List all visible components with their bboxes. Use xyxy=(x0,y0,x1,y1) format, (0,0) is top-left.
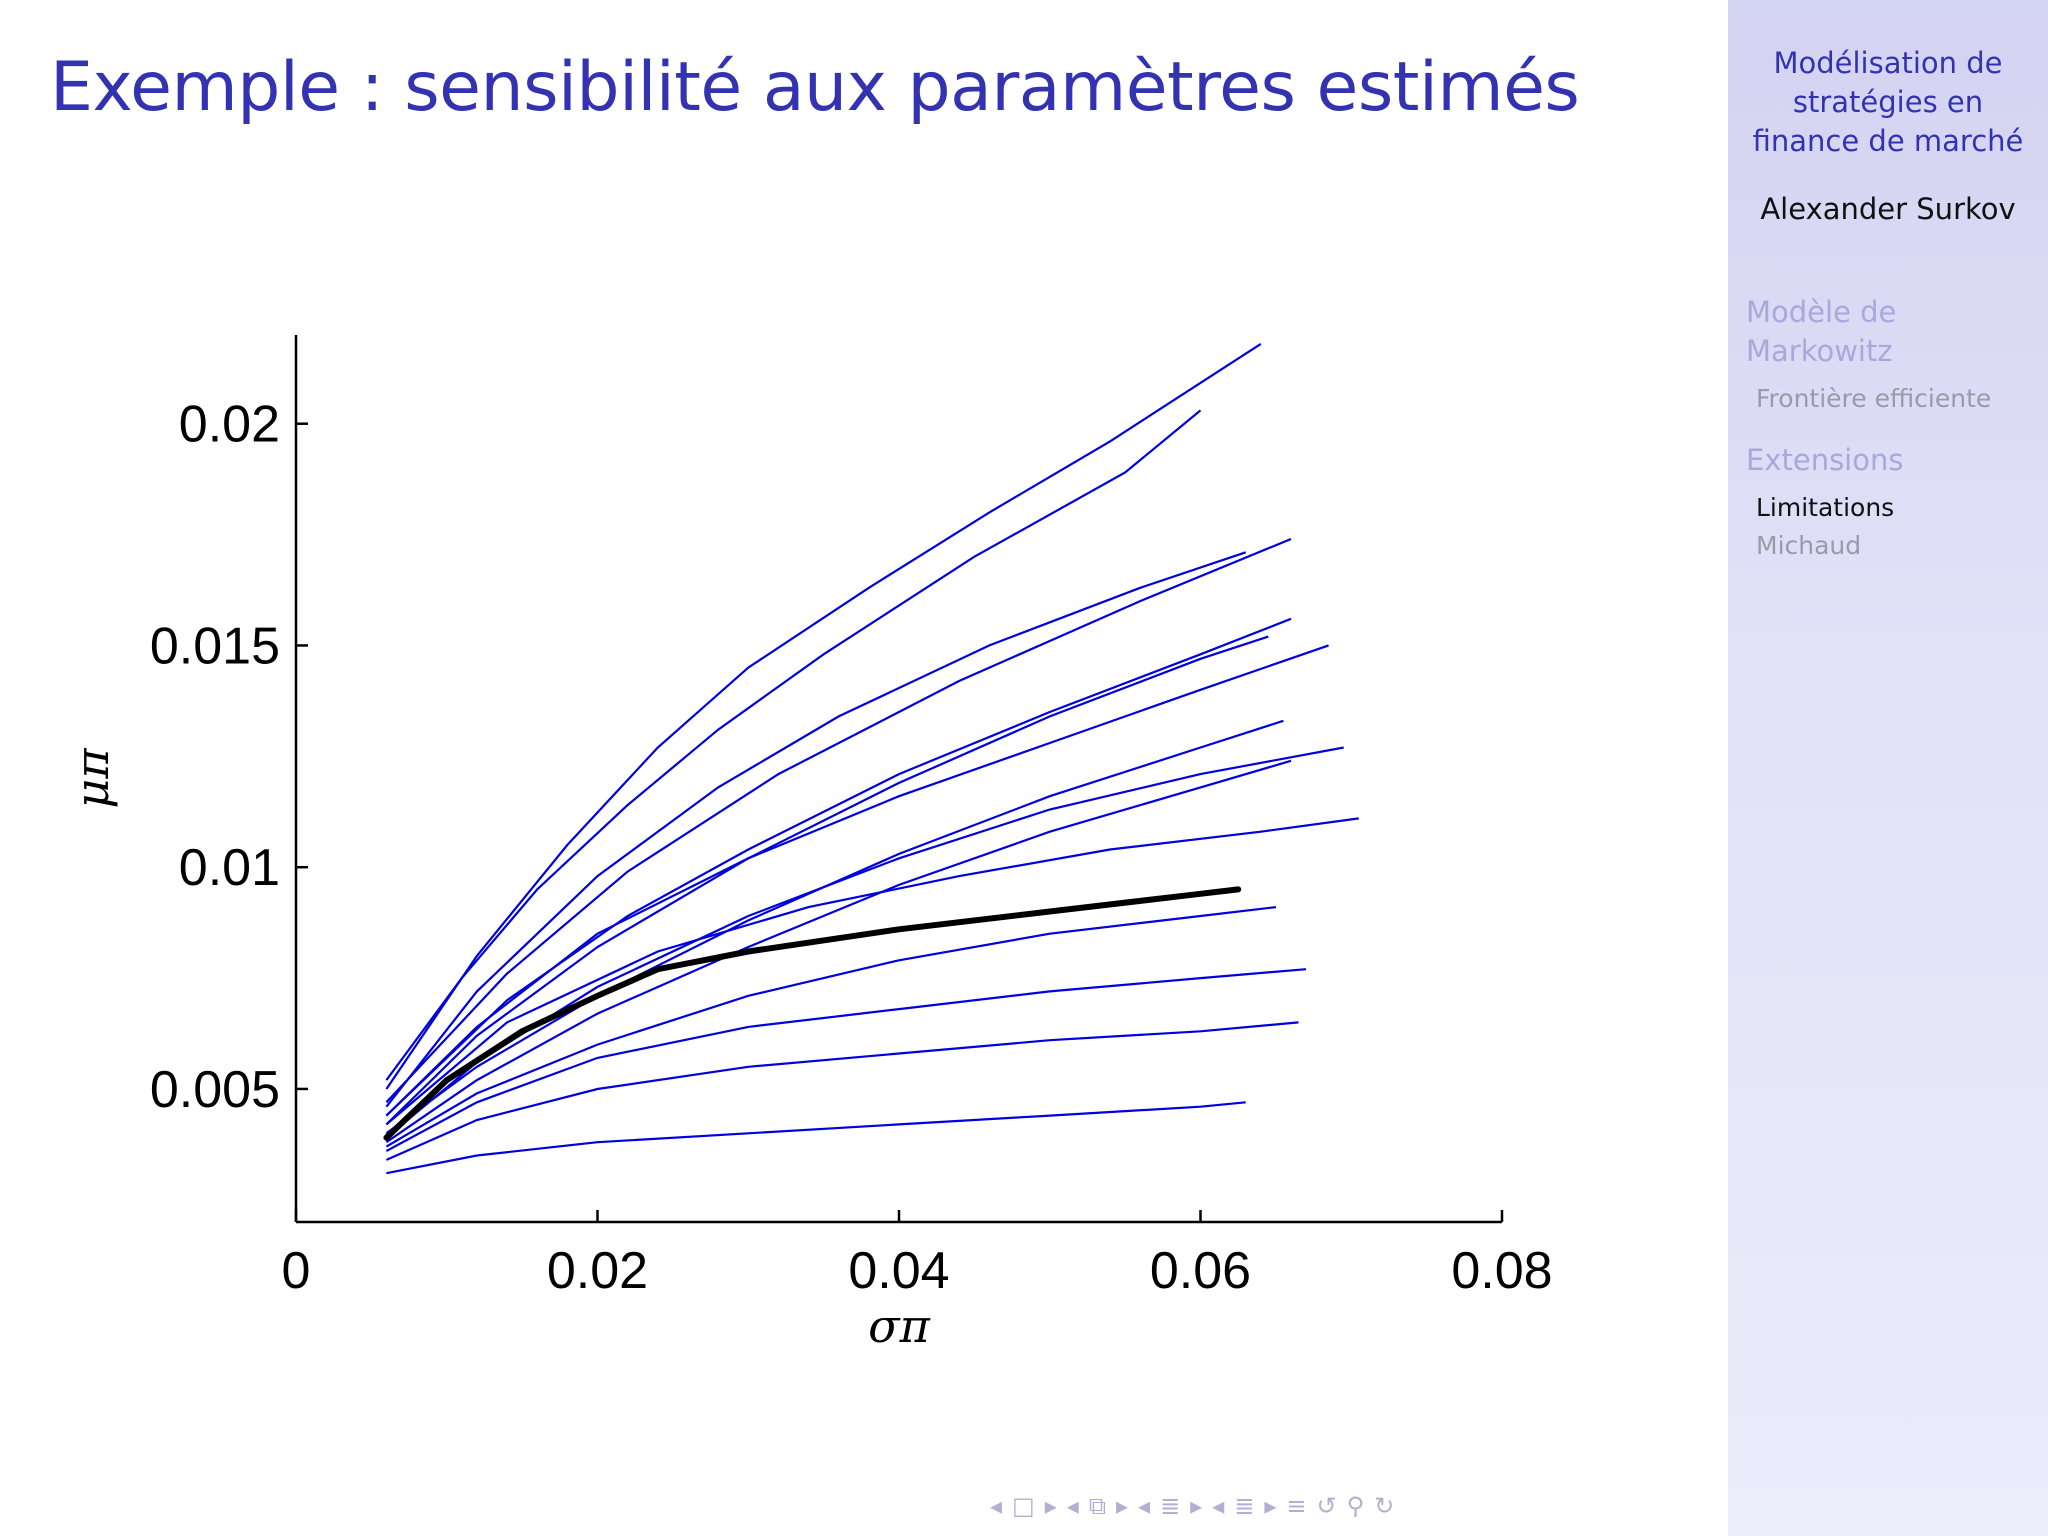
sidebar-section-label: Extensions xyxy=(1746,443,1904,477)
resampled-frontier-line xyxy=(385,746,1344,1139)
arrow-right-icon[interactable]: ▸ xyxy=(1044,1492,1057,1520)
menu-icon[interactable]: ≡ xyxy=(1286,1492,1307,1520)
sidebar-item-frontiere-efficiente[interactable]: Frontière efficiente xyxy=(1756,384,1992,413)
presentation-title-line: stratégies en xyxy=(1792,85,1984,119)
sidebar-section-markowitz[interactable]: Modèle de Markowitz xyxy=(1746,293,1896,371)
sidebar-item-michaud[interactable]: Michaud xyxy=(1756,531,1862,560)
subsection-icon[interactable]: ⧉ xyxy=(1088,1492,1106,1520)
resampled-frontier-line xyxy=(385,635,1269,1126)
arrow-left-icon[interactable]: ◂ xyxy=(1212,1492,1225,1520)
x-tick-label: 0.04 xyxy=(848,1242,949,1300)
resampled-frontier-line xyxy=(386,1101,1246,1175)
resampled-frontier-line xyxy=(385,1021,1299,1161)
resampled-frontier-line xyxy=(385,342,1262,1090)
arrow-left-icon[interactable]: ◂ xyxy=(990,1492,1003,1520)
resampled-frontier-line xyxy=(385,409,1202,1081)
y-tick-label: 0.015 xyxy=(150,617,280,675)
resampled-frontier-line xyxy=(385,759,1292,1144)
x-axis-label: σπ xyxy=(868,1299,930,1353)
arrow-left-icon[interactable]: ◂ xyxy=(1138,1492,1151,1520)
sidebar-section-label: Markowitz xyxy=(1746,334,1893,368)
y-tick-label: 0.02 xyxy=(179,396,280,454)
resampled-frontier-line xyxy=(385,537,1292,1104)
doc-icon[interactable]: ≣ xyxy=(1234,1492,1255,1520)
resampled-frontier-line xyxy=(385,719,1284,1135)
section-icon[interactable]: ≣ xyxy=(1160,1492,1181,1520)
author-name: Alexander Surkov xyxy=(1760,192,2016,226)
redo-icon[interactable]: ↻ xyxy=(1374,1492,1395,1520)
x-tick-label: 0 xyxy=(282,1242,311,1300)
arrow-right-icon[interactable]: ▸ xyxy=(1115,1492,1129,1520)
arrow-right-icon[interactable]: ▸ xyxy=(1190,1492,1203,1520)
presentation-title-line: finance de marché xyxy=(1752,124,2024,158)
sidebar: Modélisation de stratégies en finance de… xyxy=(1728,0,2048,1536)
arrow-right-icon[interactable]: ▸ xyxy=(1264,1492,1277,1520)
presentation-title-line: Modélisation de xyxy=(1773,46,2003,80)
resampled-frontier-line xyxy=(385,617,1292,1117)
frame-icon[interactable]: □ xyxy=(1012,1492,1035,1520)
sidebar-item-limitations[interactable]: Limitations xyxy=(1756,493,1895,522)
y-tick-label: 0.01 xyxy=(179,839,280,897)
resampled-frontier-line xyxy=(385,551,1247,1108)
x-tick-label: 0.02 xyxy=(547,1242,648,1300)
resampled-frontier-line xyxy=(385,968,1307,1152)
search-icon[interactable]: ⚲ xyxy=(1346,1492,1365,1520)
navigation-bar: ◂ □ ▸ ◂ ⧉ ▸ ◂ ≣ ▸ ◂ ≣ ▸ ≡ ↺ ⚲ ↻ xyxy=(990,1488,1720,1524)
y-tick-label: 0.005 xyxy=(150,1061,280,1119)
x-tick-label: 0.06 xyxy=(1150,1242,1251,1300)
resampled-frontier-line xyxy=(385,644,1329,1117)
slide-content: Exemple : sensibilité aux paramètres est… xyxy=(50,48,1580,1353)
mean-frontier-line xyxy=(383,886,1242,1141)
sidebar-section-label: Modèle de xyxy=(1746,295,1897,329)
presentation-title: Modélisation de stratégies en finance de… xyxy=(1728,44,2048,161)
resampled-frontier-line xyxy=(385,817,1359,1126)
x-tick-label: 0.08 xyxy=(1451,1242,1552,1300)
resampled-frontier-line xyxy=(385,906,1277,1148)
efficient-frontier-chart: 0 0.02 0.04 0.06 0.08 0.005 0.01 0.015 0.02 σπ μπ xyxy=(65,335,1553,1353)
arrow-left-icon[interactable]: ◂ xyxy=(1066,1492,1079,1520)
undo-icon[interactable]: ↺ xyxy=(1316,1492,1337,1520)
slide-title: Exemple : sensibilité aux paramètres est… xyxy=(50,48,1580,127)
y-axis-label: μπ xyxy=(65,748,119,809)
sidebar-section-extensions[interactable]: Extensions xyxy=(1746,441,1903,480)
